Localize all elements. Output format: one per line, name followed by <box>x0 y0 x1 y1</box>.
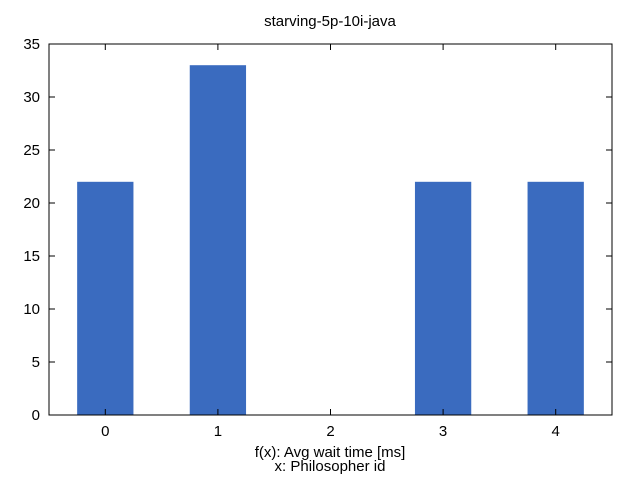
y-tick-label-30: 30 <box>23 89 40 106</box>
x-axis-label-line-1: f(x): Avg wait time [ms] <box>255 444 406 461</box>
x-tick-label-0: 0 <box>101 423 109 440</box>
ticks-layer: 0 1 2 3 4 0 5 10 15 20 25 30 35 <box>23 36 612 440</box>
bar-1 <box>189 65 247 415</box>
y-tick-label-35: 35 <box>23 36 40 53</box>
x-axis-label-line-2: x: Philosopher id <box>275 458 386 475</box>
x-tick-label-1: 1 <box>214 423 222 440</box>
y-tick-label-10: 10 <box>23 301 40 318</box>
chart-title: starving-5p-10i-java <box>264 13 396 30</box>
y-tick-label-20: 20 <box>23 195 40 212</box>
y-tick-label-0: 0 <box>32 407 40 424</box>
y-tick-label-25: 25 <box>23 142 40 159</box>
y-tick-label-15: 15 <box>23 248 40 265</box>
x-tick-label-2: 2 <box>326 423 334 440</box>
y-tick-label-5: 5 <box>32 354 40 371</box>
bar-0 <box>77 181 134 415</box>
bar-3 <box>414 181 472 415</box>
x-tick-label-3: 3 <box>439 423 447 440</box>
bar-4 <box>527 181 584 415</box>
bars-layer <box>77 65 584 415</box>
x-tick-label-4: 4 <box>552 423 560 440</box>
